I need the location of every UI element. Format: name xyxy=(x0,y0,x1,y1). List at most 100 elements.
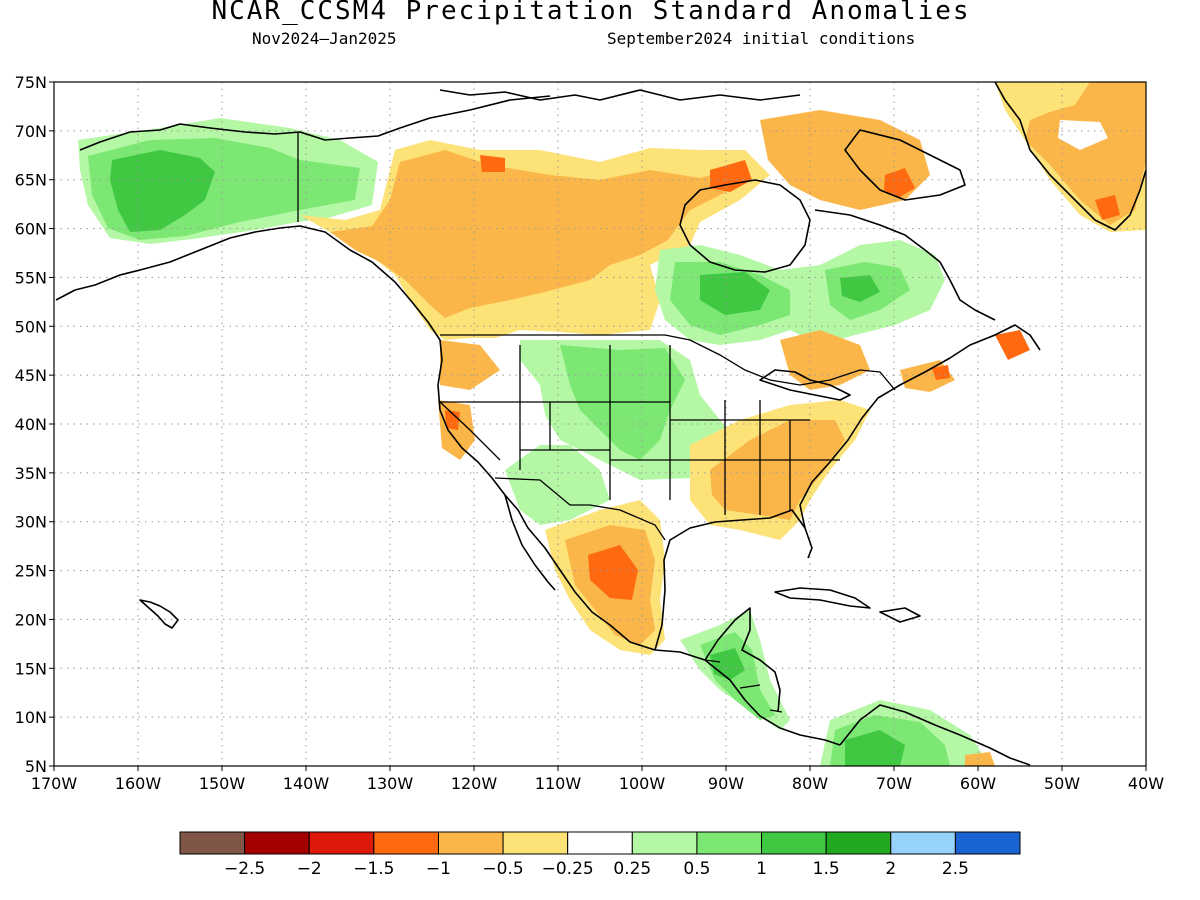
latitude-axis: 75N 70N 65N 60N 55N 50N 45N 40N 35N 30N 25N 20N 15N 1… xyxy=(15,73,54,776)
lon-label: 100W xyxy=(619,774,666,793)
anomaly-guyana-mid xyxy=(965,752,995,766)
lon-label: 160W xyxy=(115,774,162,793)
lon-label: 90W xyxy=(708,774,744,793)
coast-alaska xyxy=(55,225,841,746)
lon-label: 130W xyxy=(367,774,414,793)
colorbar-label: −2.5 xyxy=(224,859,265,879)
colorbar-swatch xyxy=(696,831,763,855)
anomaly-greenland-white xyxy=(1058,120,1108,150)
colorbar-swatch xyxy=(308,831,375,855)
border-states xyxy=(439,345,840,515)
anomaly-california-dark xyxy=(445,410,460,430)
coast-hawaii xyxy=(139,599,179,629)
colorbar-label: 0.5 xyxy=(683,859,710,879)
colorbar-swatch xyxy=(244,831,310,855)
anomaly-greenland-dark xyxy=(1095,195,1120,220)
anomaly-alaska-dark xyxy=(110,150,215,232)
lat-label: 70N xyxy=(15,122,47,141)
coast-hudson-bay xyxy=(679,179,811,273)
coast-east xyxy=(799,324,1041,529)
anomaly-greenland-mid xyxy=(1000,82,1146,225)
lon-label: 170W xyxy=(31,774,78,793)
coast-hispaniola xyxy=(879,607,921,623)
anomaly-quebec-dark2 xyxy=(840,275,880,302)
colorbar-swatch xyxy=(373,831,439,855)
border-us-canada xyxy=(440,334,896,391)
colorbar-swatch xyxy=(179,831,246,855)
colorbar-label: −2 xyxy=(297,859,322,879)
colorbar-swatch xyxy=(761,831,827,855)
anomaly-hudson-dark xyxy=(710,160,752,192)
lat-label: 40N xyxy=(15,415,47,434)
anomaly-maritime-dark xyxy=(932,365,950,380)
coast-great-lakes xyxy=(759,369,851,401)
coast-arctic-islands xyxy=(439,89,801,101)
colorbar-swatch xyxy=(631,831,698,855)
lat-label: 60N xyxy=(15,220,47,239)
border-central-america xyxy=(704,659,783,713)
colorbar-swatch xyxy=(890,831,956,855)
lat-label: 20N xyxy=(15,610,47,629)
initial-conditions: September2024 initial conditions xyxy=(607,29,916,48)
colorbar-swatch xyxy=(437,831,504,855)
colorbar-label: 2 xyxy=(885,859,896,879)
coast-baffin xyxy=(844,129,966,201)
anomaly-pacnw-mid xyxy=(440,340,500,390)
colorbar-label: −0.5 xyxy=(482,859,523,879)
colorbar-label: −1.5 xyxy=(353,859,394,879)
anomaly-newfoundland-dark xyxy=(995,330,1030,360)
colorbar-swatch xyxy=(825,831,892,855)
coast-alaska-north xyxy=(79,95,551,151)
lat-label: 35N xyxy=(15,464,47,483)
coast-greenland xyxy=(994,82,1146,231)
lon-label: 140W xyxy=(283,774,330,793)
anomaly-southam-dark xyxy=(845,730,905,766)
colorbar-label: 0.25 xyxy=(613,859,651,879)
lat-label: 75N xyxy=(15,73,47,92)
colorbar: −2.5 −2 −1.5 −1 −0.5 −0.25 0.25 0.5 1 1.5 2 2.5 xyxy=(179,831,1021,879)
lat-label: 10N xyxy=(15,708,47,727)
lon-label: 110W xyxy=(535,774,582,793)
longitude-axis: 170W 160W 150W 140W 130W 120W 110W 100W 90W 80W 70… xyxy=(31,766,1164,793)
colorbar-label: 2.5 xyxy=(942,859,969,879)
anomaly-southeast-mid xyxy=(710,420,845,520)
colorbar-label: 1.5 xyxy=(813,859,840,879)
coast-labrador xyxy=(814,209,996,321)
lat-label: 50N xyxy=(15,317,47,336)
lat-label: 25N xyxy=(15,562,47,581)
colorbar-label: −1 xyxy=(426,859,451,879)
lat-label: 65N xyxy=(15,171,47,190)
lat-label: 45N xyxy=(15,366,47,385)
anomaly-canada-mid xyxy=(330,150,745,318)
anomaly-arctic-mid xyxy=(760,110,930,210)
coast-south-america xyxy=(839,704,1031,766)
colorbar-swatch xyxy=(567,831,633,855)
anomaly-arctic-dark xyxy=(884,168,915,198)
anomaly-field xyxy=(78,82,1146,766)
anomaly-quebec-dark xyxy=(700,272,770,315)
lon-label: 60W xyxy=(960,774,996,793)
colorbar-label: 1 xyxy=(756,859,767,879)
lon-label: 150W xyxy=(199,774,246,793)
lon-label: 80W xyxy=(792,774,828,793)
coast-yucatan xyxy=(704,607,781,713)
graticule xyxy=(54,82,1146,766)
lat-label: 15N xyxy=(15,659,47,678)
colorbar-swatch xyxy=(502,831,569,855)
coastlines xyxy=(55,82,1146,766)
colorbar-swatch xyxy=(954,831,1021,855)
lon-label: 40W xyxy=(1128,774,1164,793)
border-us-mexico xyxy=(494,477,666,541)
colorbar-label: −0.25 xyxy=(542,859,594,879)
lon-label: 50W xyxy=(1044,774,1080,793)
anomaly-mexico-dark xyxy=(588,545,638,600)
lon-label: 70W xyxy=(876,774,912,793)
lat-label: 30N xyxy=(15,513,47,532)
lat-label: 55N xyxy=(15,268,47,287)
forecast-period: Nov2024—Jan2025 xyxy=(252,29,397,48)
coast-cuba xyxy=(774,587,871,609)
coast-baja xyxy=(504,494,556,591)
political-borders xyxy=(297,132,896,713)
lon-label: 120W xyxy=(451,774,498,793)
